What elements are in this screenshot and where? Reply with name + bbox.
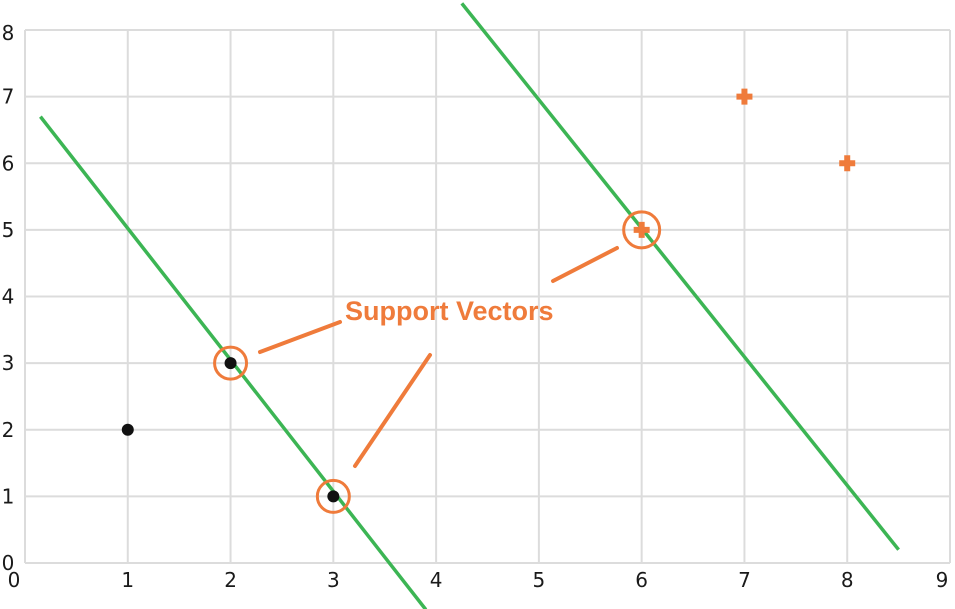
x-tick-label: 6: [635, 568, 648, 592]
callout-lines: [258, 246, 619, 468]
x-tick-label: 0: [8, 568, 21, 592]
y-tick-label: 1: [2, 484, 15, 508]
grid: [24, 29, 951, 564]
tick-labels: 0 1 2 3 4 5 6 7 8 9 0 1 2 3 4 5 6 7 8: [2, 21, 949, 592]
callout-line: [551, 246, 619, 283]
callout-line: [258, 320, 342, 354]
support-vector-circle: [213, 345, 249, 381]
data-point-dot: [327, 490, 340, 503]
data-point-dot: [224, 357, 237, 370]
data-point-plus: [839, 155, 856, 172]
data-point-plus: [736, 88, 753, 105]
x-tick-label: 7: [738, 568, 751, 592]
x-tick-label: 2: [224, 568, 237, 592]
support-vector-circles: [213, 210, 662, 514]
x-tick-label: 1: [121, 568, 134, 592]
y-tick-label: 3: [2, 351, 15, 375]
x-tick-label: 4: [430, 568, 443, 592]
annotation-support-vectors: Support Vectors: [345, 296, 554, 326]
callout-line: [353, 353, 432, 468]
y-tick-label: 2: [2, 418, 15, 442]
plus-bar-v: [638, 221, 645, 238]
plus-bar-v: [844, 155, 851, 172]
x-tick-label: 9: [936, 568, 949, 592]
data-points: [121, 88, 856, 503]
x-tick-label: 5: [533, 568, 546, 592]
y-tick-label: 4: [2, 285, 15, 309]
y-tick-label: 6: [2, 151, 15, 175]
x-tick-label: 3: [327, 568, 340, 592]
data-point-dot: [121, 423, 134, 436]
support-vector-circle: [622, 210, 662, 250]
y-tick-label: 0: [2, 551, 15, 575]
upper-margin-line: [460, 2, 900, 551]
x-tick-label: 8: [841, 568, 854, 592]
y-tick-label: 5: [2, 218, 15, 242]
data-point-plus: [633, 221, 650, 238]
y-tick-label: 8: [2, 21, 15, 45]
support-vector-circle: [315, 478, 351, 514]
y-tick-label: 7: [2, 85, 15, 109]
plus-bar-v: [741, 88, 748, 105]
